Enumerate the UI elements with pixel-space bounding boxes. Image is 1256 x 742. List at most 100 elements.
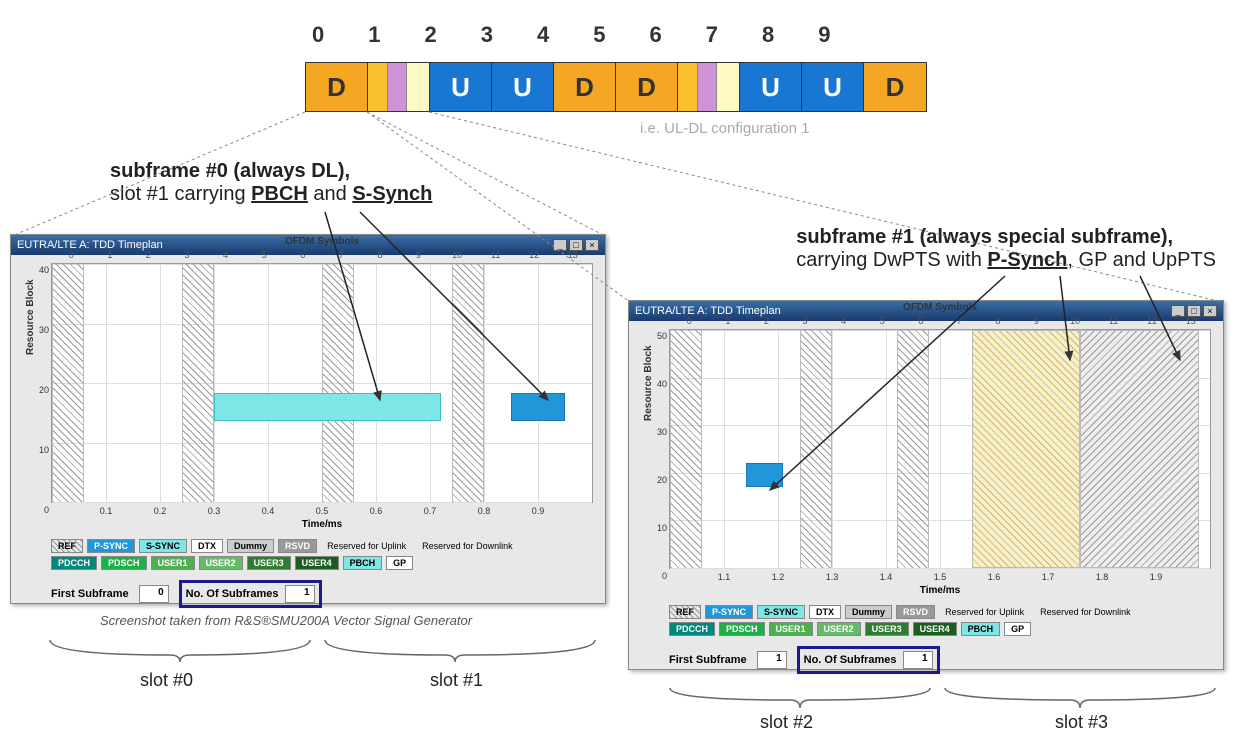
legend-item: Dummy bbox=[845, 605, 892, 619]
settings-row: First Subframe 1 No. Of Subframes 1 bbox=[669, 646, 1211, 674]
ofdm-symbol-tick: 11 bbox=[1104, 316, 1124, 326]
sf-idx: 8 bbox=[762, 22, 774, 48]
time-tick: 0.7 bbox=[415, 506, 445, 516]
rb-tick: 30 bbox=[37, 325, 49, 335]
ofdm-symbol-tick: 9 bbox=[408, 250, 428, 260]
annotation-title: subframe #1 (always special subframe), bbox=[796, 226, 1173, 248]
y-axis-label: Resource Block bbox=[643, 345, 654, 421]
chart-plot-area: OFDM Symbols Time/ms 0123456789101112131… bbox=[669, 329, 1211, 569]
sf-idx: 4 bbox=[537, 22, 549, 48]
first-subframe-label: First Subframe bbox=[51, 588, 129, 600]
legend-item: USER3 bbox=[865, 622, 909, 636]
ofdm-symbol-tick: 5 bbox=[872, 316, 892, 326]
legend-row1: REFP-SYNCS-SYNCDTXDummyRSVDReserved for … bbox=[669, 605, 1211, 619]
legend-item: REF bbox=[51, 539, 83, 553]
ofdm-symbol-tick: 0 bbox=[679, 316, 699, 326]
num-subframes-input[interactable]: 1 bbox=[903, 651, 933, 669]
ofdm-symbol-tick: 7 bbox=[949, 316, 969, 326]
y-axis-label: Resource Block bbox=[25, 279, 36, 355]
legend-item: Reserved for Downlink bbox=[416, 540, 519, 552]
num-subframes-group: No. Of Subframes 1 bbox=[797, 646, 940, 674]
rb-tick: 30 bbox=[655, 427, 667, 437]
annotation-text: , GP and UpPTS bbox=[1067, 249, 1216, 271]
time-tick: 1.1 bbox=[709, 572, 739, 582]
ofdm-symbol-tick: 6 bbox=[911, 316, 931, 326]
top-axis-label: OFDM Symbols bbox=[903, 302, 977, 313]
ofdm-symbol-tick: 7 bbox=[331, 250, 351, 260]
legend-item: USER2 bbox=[199, 556, 243, 570]
legend-item: PDCCH bbox=[51, 556, 97, 570]
time-tick: 1.6 bbox=[979, 572, 1009, 582]
subframe-cell: D bbox=[554, 63, 616, 111]
first-subframe-input[interactable]: 1 bbox=[757, 651, 787, 669]
rb-tick: 0 bbox=[37, 505, 49, 515]
subframe-index-row: 0 1 2 3 4 5 6 7 8 9 bbox=[312, 22, 831, 48]
subframe-cell: U bbox=[430, 63, 492, 111]
legend-item: Reserved for Uplink bbox=[939, 606, 1030, 618]
legend-row1: REFP-SYNCS-SYNCDTXDummyRSVDReserved for … bbox=[51, 539, 593, 553]
num-subframes-group: No. Of Subframes 1 bbox=[179, 580, 322, 608]
sf-idx: 0 bbox=[312, 22, 324, 48]
legend-item: GP bbox=[386, 556, 413, 570]
psync-block bbox=[746, 463, 784, 487]
legend-item: Reserved for Uplink bbox=[321, 540, 412, 552]
first-subframe-input[interactable]: 0 bbox=[139, 585, 169, 603]
chart-plot-area: OFDM Symbols Time/ms 0123456789101112130… bbox=[51, 263, 593, 503]
rb-tick: 10 bbox=[655, 523, 667, 533]
legend-item: USER2 bbox=[817, 622, 861, 636]
ofdm-symbol-tick: 4 bbox=[216, 250, 236, 260]
reference-column bbox=[897, 330, 929, 568]
time-tick: 1.2 bbox=[763, 572, 793, 582]
subframe-type-row: DUUDDUUD bbox=[305, 62, 927, 112]
subframe-cell: D bbox=[864, 63, 926, 111]
time-tick: 1.7 bbox=[1033, 572, 1063, 582]
legend-item: P-SYNC bbox=[705, 605, 753, 619]
legend-item: S-SYNC bbox=[757, 605, 805, 619]
ofdm-symbol-tick: 12 bbox=[524, 250, 544, 260]
annotation-subframe0: subframe #0 (always DL), slot #1 carryin… bbox=[110, 160, 432, 206]
timeplan-window-sf1: EUTRA/LTE A: TDD Timeplan _ □ × Resource… bbox=[628, 300, 1224, 670]
rb-tick: 40 bbox=[655, 379, 667, 389]
num-subframes-label: No. Of Subframes bbox=[804, 654, 897, 666]
time-tick: 0.3 bbox=[199, 506, 229, 516]
pbch-block bbox=[214, 393, 441, 422]
close-icon[interactable]: × bbox=[585, 239, 599, 251]
legend-item: USER4 bbox=[913, 622, 957, 636]
legend-item: P-SYNC bbox=[87, 539, 135, 553]
slot-label: slot #1 bbox=[430, 670, 483, 691]
rb-tick: 10 bbox=[37, 445, 49, 455]
slot-label: slot #0 bbox=[140, 670, 193, 691]
subframe-cell: U bbox=[802, 63, 864, 111]
gp-zone bbox=[972, 330, 1080, 568]
annotation-pbch: PBCH bbox=[251, 183, 308, 205]
time-tick: 1.9 bbox=[1141, 572, 1171, 582]
slot-label: slot #3 bbox=[1055, 712, 1108, 733]
time-tick: 0.9 bbox=[523, 506, 553, 516]
ofdm-symbol-tick: 13 bbox=[1181, 316, 1201, 326]
legend-item: RSVD bbox=[278, 539, 317, 553]
ofdm-symbol-tick: 12 bbox=[1142, 316, 1162, 326]
annotation-subframe1: subframe #1 (always special subframe), c… bbox=[796, 226, 1216, 272]
ofdm-symbol-tick: 8 bbox=[988, 316, 1008, 326]
top-axis-label: OFDM Symbols bbox=[285, 236, 359, 247]
annotation-text: slot #1 carrying bbox=[110, 183, 251, 205]
legend-item: PDSCH bbox=[719, 622, 765, 636]
reference-column bbox=[322, 264, 354, 502]
ofdm-symbol-tick: 3 bbox=[177, 250, 197, 260]
sf-idx: 1 bbox=[368, 22, 380, 48]
close-icon[interactable]: × bbox=[1203, 305, 1217, 317]
num-subframes-input[interactable]: 1 bbox=[285, 585, 315, 603]
slot-label: slot #2 bbox=[760, 712, 813, 733]
sf-idx: 5 bbox=[593, 22, 605, 48]
legend-row2: PDCCHPDSCHUSER1USER2USER3USER4PBCHGP bbox=[51, 556, 593, 570]
ofdm-symbol-tick: 9 bbox=[1026, 316, 1046, 326]
legend-item: PBCH bbox=[343, 556, 383, 570]
legend-row2: PDCCHPDSCHUSER1USER2USER3USER4PBCHGP bbox=[669, 622, 1211, 636]
sf-idx: 3 bbox=[481, 22, 493, 48]
legend-item: GP bbox=[1004, 622, 1031, 636]
annotation-psynch: P-Synch bbox=[987, 249, 1067, 271]
legend-item: REF bbox=[669, 605, 701, 619]
ofdm-symbol-tick: 11 bbox=[486, 250, 506, 260]
subframe-cell bbox=[368, 63, 430, 111]
time-tick: 1.8 bbox=[1087, 572, 1117, 582]
